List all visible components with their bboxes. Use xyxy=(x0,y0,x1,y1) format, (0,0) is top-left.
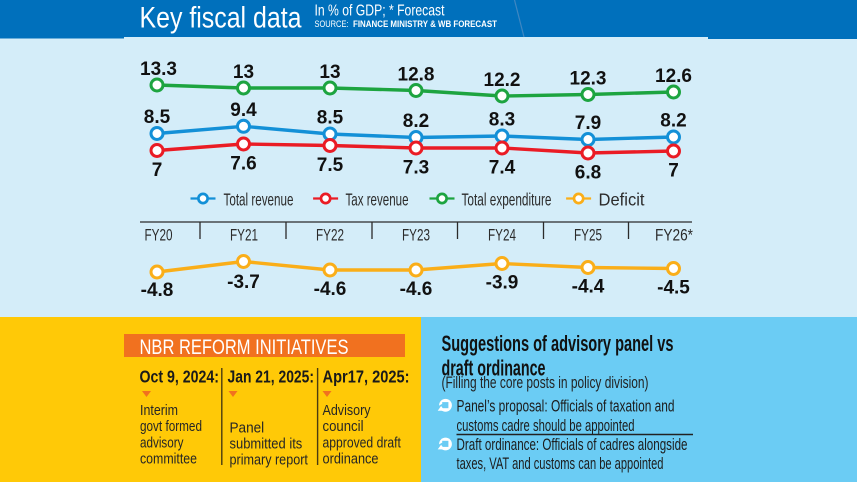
svg-text:13: 13 xyxy=(319,62,340,83)
svg-text:8.5: 8.5 xyxy=(317,108,344,129)
svg-text:draft ordinance: draft ordinance xyxy=(442,356,546,381)
svg-text:FY23: FY23 xyxy=(402,226,430,245)
svg-text:7.4: 7.4 xyxy=(489,158,516,179)
svg-text:Tax revenue: Tax revenue xyxy=(346,189,409,209)
svg-text:ordinance: ordinance xyxy=(323,450,379,467)
svg-text:Key fiscal data: Key fiscal data xyxy=(140,2,302,35)
svg-text:Panel’s proposal: Officials of: Panel’s proposal: Officials of taxation … xyxy=(457,398,675,416)
svg-text:taxes, VAT and customs can be: taxes, VAT and customs can be appointed xyxy=(457,455,664,473)
svg-text:7.9: 7.9 xyxy=(575,113,601,134)
svg-text:Deficit: Deficit xyxy=(599,189,645,209)
svg-text:Jan 21, 2025:: Jan 21, 2025: xyxy=(228,367,315,387)
svg-text:customs cadre should be appoin: customs cadre should be appointed xyxy=(457,417,635,435)
svg-text:7.6: 7.6 xyxy=(230,154,256,175)
svg-text:committee: committee xyxy=(140,450,197,467)
svg-text:Oct 9, 2024:: Oct 9, 2024: xyxy=(140,367,220,387)
svg-text:Draft ordinance: Officials of: Draft ordinance: Officials of cadres alo… xyxy=(457,436,688,454)
svg-text:submitted its: submitted its xyxy=(230,436,303,453)
svg-text:8.3: 8.3 xyxy=(489,110,515,131)
svg-text:govt formed: govt formed xyxy=(140,418,202,435)
svg-text:-3.9: -3.9 xyxy=(486,273,519,294)
svg-text:Total revenue: Total revenue xyxy=(224,189,294,209)
svg-text:FY21: FY21 xyxy=(230,226,258,245)
svg-text:FY24: FY24 xyxy=(488,226,516,245)
svg-text:12.8: 12.8 xyxy=(398,65,435,86)
svg-text:7: 7 xyxy=(668,161,679,182)
svg-text:FY26*: FY26* xyxy=(655,226,693,245)
svg-text:7.3: 7.3 xyxy=(403,158,429,179)
svg-text:7.5: 7.5 xyxy=(317,155,344,176)
svg-text:6.8: 6.8 xyxy=(575,163,601,184)
svg-text:13: 13 xyxy=(233,62,254,83)
svg-text:advisory: advisory xyxy=(140,434,184,451)
svg-text:Suggestions of advisory panel: Suggestions of advisory panel vs xyxy=(442,331,674,356)
svg-text:FY25: FY25 xyxy=(574,226,602,245)
svg-text:12.3: 12.3 xyxy=(570,69,607,90)
svg-text:-4.6: -4.6 xyxy=(314,279,347,300)
svg-text:In % of GDP; * Forecast: In % of GDP; * Forecast xyxy=(315,3,445,20)
svg-text:primary report: primary report xyxy=(230,452,309,469)
svg-text:Advisory: Advisory xyxy=(323,402,371,419)
svg-text:12.2: 12.2 xyxy=(484,70,521,91)
svg-text:-4.4: -4.4 xyxy=(572,277,605,298)
svg-text:12.6: 12.6 xyxy=(655,66,692,87)
svg-text:FINANCE MINISTRY & WB FORECAST: FINANCE MINISTRY & WB FORECAST xyxy=(353,19,497,30)
svg-text:9.4: 9.4 xyxy=(230,100,257,121)
svg-text:Apr17, 2025:: Apr17, 2025: xyxy=(323,367,410,387)
svg-text:Total expenditure: Total expenditure xyxy=(462,189,552,209)
svg-text:approved draft: approved draft xyxy=(323,434,402,451)
svg-text:8.2: 8.2 xyxy=(660,111,686,132)
svg-text:13.3: 13.3 xyxy=(140,59,177,80)
svg-text:-4.5: -4.5 xyxy=(657,278,690,299)
svg-text:council: council xyxy=(323,418,364,435)
svg-text:7: 7 xyxy=(152,160,163,181)
svg-text:Interim: Interim xyxy=(140,402,178,419)
svg-text:-3.7: -3.7 xyxy=(227,272,260,293)
svg-text:(Filling the core posts in pol: (Filling the core posts in policy divisi… xyxy=(442,373,649,392)
svg-text:-4.8: -4.8 xyxy=(141,280,174,301)
svg-text:FY22: FY22 xyxy=(316,226,344,245)
svg-text:-4.6: -4.6 xyxy=(400,279,433,300)
svg-text:8.5: 8.5 xyxy=(144,107,171,128)
svg-text:NBR REFORM INITIATIVES: NBR REFORM INITIATIVES xyxy=(140,336,349,359)
svg-text:8.2: 8.2 xyxy=(403,111,429,132)
svg-text:SOURCE:: SOURCE: xyxy=(315,19,349,30)
svg-text:FY20: FY20 xyxy=(145,226,173,245)
svg-text:Panel: Panel xyxy=(230,420,265,437)
